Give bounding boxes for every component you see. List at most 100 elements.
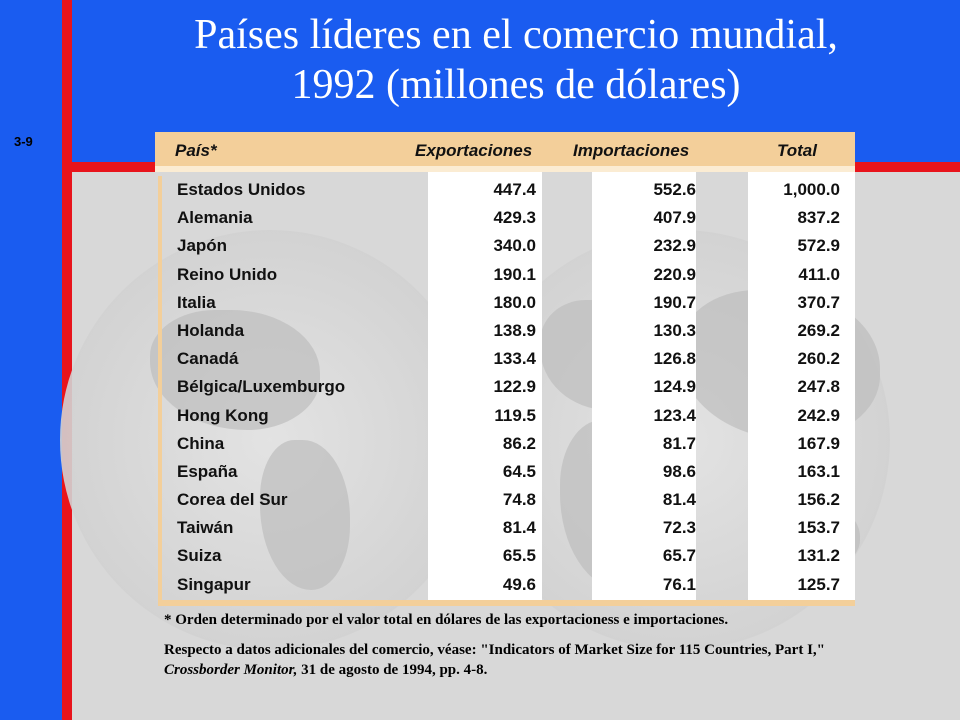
cell-imports: 123.4 (653, 405, 696, 425)
cell-total: 572.9 (797, 236, 840, 256)
cell-total: 247.8 (797, 377, 840, 397)
cell-exports: 122.9 (493, 377, 536, 397)
cell-exports: 138.9 (493, 320, 536, 340)
cell-country: Corea del Sur (177, 490, 288, 510)
cell-country: Bélgica/Luxemburgo (177, 377, 346, 397)
cell-country: Singapur (177, 574, 251, 594)
cell-exports: 133.4 (493, 349, 536, 369)
cell-imports: 98.6 (662, 461, 696, 481)
cell-total: 370.7 (797, 292, 840, 312)
cell-total: 156.2 (797, 490, 840, 510)
cell-country: Hong Kong (177, 405, 269, 425)
cell-exports: 119.5 (494, 405, 536, 425)
table-row: Hong Kong 119.5 123.4 242.9 (155, 402, 855, 430)
cell-exports: 64.5 (502, 461, 536, 481)
header-imports: Importaciones (573, 141, 690, 160)
cell-exports: 429.3 (493, 208, 536, 228)
cell-exports: 86.2 (502, 433, 536, 453)
table-row: Corea del Sur 74.8 81.4 156.2 (155, 486, 855, 514)
total-column-strip (748, 172, 855, 600)
table-bottom-border (158, 600, 855, 606)
slide-title: Países líderes en el comercio mundial, 1… (72, 10, 960, 110)
title-line-1: Países líderes en el comercio mundial, (194, 12, 838, 58)
cell-country: China (177, 433, 225, 453)
cell-imports: 65.7 (662, 546, 696, 566)
cell-imports: 220.9 (653, 264, 696, 284)
header-country: País* (175, 141, 217, 160)
table-row: China 86.2 81.7 167.9 (155, 430, 855, 458)
source-note: Respecto a datos adicionales del comerci… (164, 640, 904, 680)
exports-column-strip (428, 172, 542, 600)
cell-country: Reino Unido (177, 264, 278, 284)
title-line-2: 1992 (millones de dólares) (291, 62, 741, 108)
cell-exports: 49.6 (502, 574, 536, 594)
map-landmass (260, 440, 350, 590)
world-map-left-hemisphere (60, 230, 480, 650)
cell-exports: 180.0 (493, 292, 536, 312)
cell-country: Taiwán (177, 518, 234, 538)
source-prefix: Respecto a datos adicionales del comerci… (164, 642, 825, 658)
table-row: Taiwán 81.4 72.3 153.7 (155, 514, 855, 542)
cell-country: Japón (177, 236, 228, 256)
table-row: Suiza 65.5 65.7 131.2 (155, 542, 855, 570)
header-exports: Exportaciones (415, 141, 533, 160)
cell-total: 167.9 (797, 433, 840, 453)
table-row: Canadá 133.4 126.8 260.2 (155, 345, 855, 373)
cell-total: 260.2 (797, 349, 840, 369)
footnote: * Orden determinado por el valor total e… (164, 612, 729, 628)
cell-total: 1,000.0 (783, 180, 840, 199)
cell-total: 242.9 (797, 405, 840, 425)
table-row: Italia 180.0 190.7 370.7 (155, 289, 855, 317)
cell-country: España (177, 461, 238, 481)
table-row: Singapur 49.6 76.1 125.7 (155, 571, 855, 599)
cell-total: 131.2 (797, 546, 840, 566)
cell-imports: 72.3 (662, 518, 696, 538)
table-row: Holanda 138.9 130.3 269.2 (155, 317, 855, 345)
cell-exports: 81.4 (502, 518, 536, 538)
slide-number: 3-9 (14, 134, 33, 149)
left-blue-band (0, 0, 62, 720)
cell-total: 269.2 (797, 320, 840, 340)
map-landmass (150, 310, 320, 430)
cell-country: Italia (177, 292, 216, 312)
table-header: País* Exportaciones Importaciones Total (155, 132, 855, 172)
cell-exports: 65.5 (502, 546, 536, 566)
cell-country: Estados Unidos (177, 180, 306, 199)
table-row: Bélgica/Luxemburgo 122.9 124.9 247.8 (155, 373, 855, 401)
cell-imports: 232.9 (653, 236, 696, 256)
cell-imports: 407.9 (653, 208, 696, 228)
imports-column-strip (592, 172, 696, 600)
table-body: Estados Unidos 447.4 552.6 1,000.0 Alemania 4… (155, 176, 855, 599)
cell-total: 837.2 (797, 208, 840, 228)
cell-imports: 81.7 (662, 433, 696, 453)
cell-country: Suiza (177, 546, 222, 566)
cell-imports: 126.8 (653, 349, 696, 369)
cell-exports: 190.1 (493, 264, 536, 284)
table-row: Reino Unido 190.1 220.9 411.0 (155, 261, 855, 289)
table-row: España 64.5 98.6 163.1 (155, 458, 855, 486)
cell-total: 163.1 (797, 461, 840, 481)
cell-imports: 130.3 (653, 320, 696, 340)
table-row: Estados Unidos 447.4 552.6 1,000.0 (155, 176, 855, 204)
cell-total: 125.7 (797, 574, 840, 594)
table-row: Alemania 429.3 407.9 837.2 (155, 204, 855, 232)
source-suffix: 31 de agosto de 1994, pp. 4-8. (297, 662, 488, 678)
trade-table: País* Exportaciones Importaciones Total … (155, 132, 855, 606)
cell-exports: 447.4 (493, 180, 536, 199)
cell-imports: 552.6 (653, 180, 696, 199)
red-vertical-rule (62, 0, 72, 720)
cell-country: Holanda (177, 320, 245, 340)
cell-exports: 74.8 (502, 490, 536, 510)
table-row: Japón 340.0 232.9 572.9 (155, 232, 855, 260)
cell-imports: 190.7 (653, 292, 696, 312)
cell-exports: 340.0 (493, 236, 536, 256)
source-publication: Crossborder Monitor, (164, 662, 298, 678)
cell-imports: 76.1 (662, 574, 696, 594)
header-total: Total (777, 141, 817, 160)
cell-imports: 124.9 (653, 377, 696, 397)
cell-total: 153.7 (797, 518, 840, 538)
cell-imports: 81.4 (662, 490, 696, 510)
table-left-border (158, 176, 162, 600)
cell-total: 411.0 (798, 264, 840, 284)
cell-country: Alemania (177, 208, 253, 228)
